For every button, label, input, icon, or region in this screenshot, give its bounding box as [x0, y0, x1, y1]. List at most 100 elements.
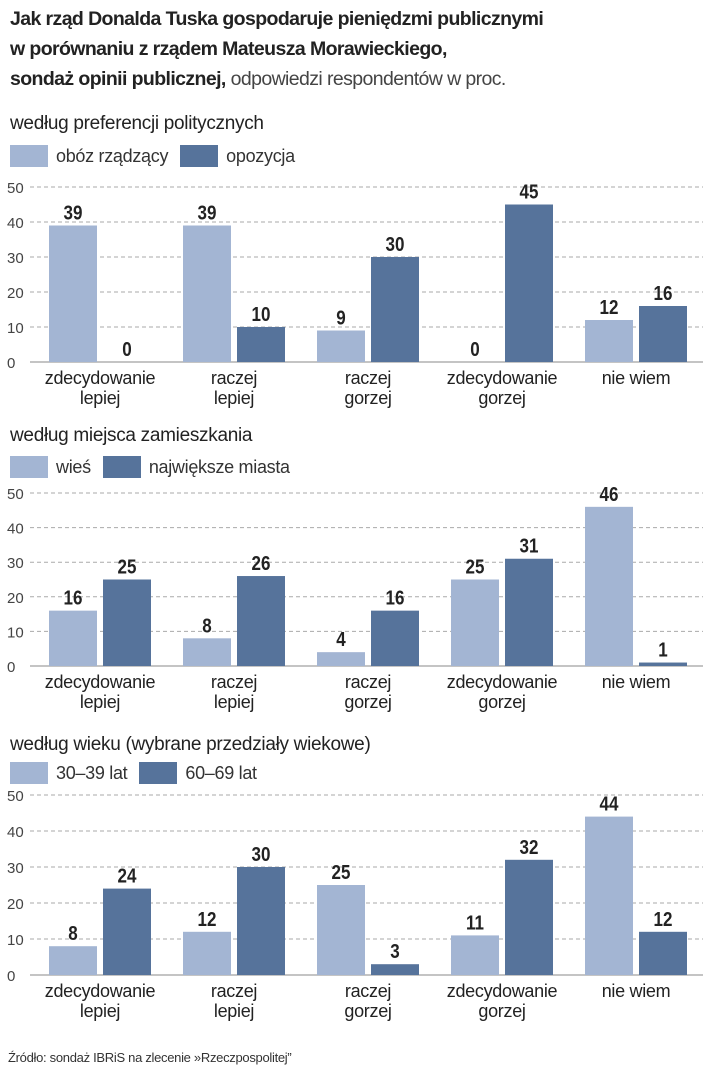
- bar: [585, 506, 633, 666]
- y-tick-label: 0: [7, 659, 15, 676]
- category-label: gorzej: [478, 1001, 525, 1021]
- y-tick-label: 30: [7, 860, 24, 877]
- category-label: gorzej: [478, 692, 525, 712]
- data-label: 25: [118, 555, 137, 578]
- data-label: 25: [332, 861, 351, 884]
- legend-swatch-light: [10, 145, 48, 167]
- y-tick-label: 20: [7, 590, 24, 607]
- category-label: raczej: [345, 368, 391, 388]
- category-label: raczej: [345, 981, 391, 1001]
- bar: [237, 576, 285, 666]
- legend-label: 30–39 lat: [56, 762, 128, 783]
- data-label: 0: [122, 338, 131, 361]
- data-label: 11: [466, 911, 484, 934]
- bar: [49, 225, 97, 362]
- y-tick-label: 50: [7, 486, 24, 503]
- y-tick-label: 20: [7, 896, 24, 913]
- category-label: nie wiem: [602, 368, 671, 388]
- data-label: 1: [658, 638, 667, 661]
- y-tick-label: 10: [7, 932, 24, 949]
- category-label: gorzej: [478, 388, 525, 408]
- legend-swatch-dark: [180, 145, 219, 167]
- source-note: Źródło: sondaż IBRiS na zlecenie »Rzeczp…: [8, 1050, 292, 1065]
- data-label: 16: [386, 586, 405, 609]
- category-label: zdecydowanie: [447, 981, 558, 1001]
- data-label: 8: [68, 922, 77, 945]
- legend-label: opozycja: [226, 145, 295, 166]
- y-tick-label: 50: [7, 788, 24, 805]
- legend-label: wieś: [56, 456, 91, 477]
- category-label: zdecydowanie: [45, 368, 156, 388]
- data-label: 4: [336, 628, 346, 651]
- title-line-2: w porównaniu z rządem Mateusza Morawieck…: [10, 38, 447, 60]
- category-label: gorzej: [344, 388, 391, 408]
- bar: [237, 867, 285, 975]
- data-label: 16: [654, 282, 673, 305]
- legend-swatch-light: [10, 762, 48, 784]
- category-label: raczej: [211, 368, 257, 388]
- y-tick-label: 40: [7, 215, 24, 232]
- section-title-1: według preferencji politycznych: [10, 113, 264, 134]
- y-tick-label: 40: [7, 521, 24, 538]
- category-label: gorzej: [344, 692, 391, 712]
- y-tick-label: 20: [7, 285, 24, 302]
- category-label: zdecydowanie: [45, 981, 156, 1001]
- bar: [639, 931, 687, 975]
- data-label: 46: [600, 483, 619, 506]
- y-tick-label: 0: [7, 355, 15, 372]
- bar: [585, 816, 633, 975]
- bar: [451, 935, 499, 975]
- bar: [639, 662, 687, 666]
- data-label: 26: [252, 552, 271, 575]
- category-label: nie wiem: [602, 672, 671, 692]
- y-tick-label: 10: [7, 624, 24, 641]
- bar: [183, 225, 231, 362]
- y-tick-label: 10: [7, 320, 24, 337]
- bar: [585, 320, 633, 362]
- bar: [505, 204, 553, 362]
- bar: [317, 330, 365, 362]
- data-label: 12: [198, 907, 217, 930]
- bar: [237, 327, 285, 362]
- bar: [371, 964, 419, 975]
- y-tick-label: 30: [7, 555, 24, 572]
- title-line-3-bold: sondaż opinii publicznej,: [10, 68, 226, 90]
- bar: [103, 888, 151, 975]
- bar: [183, 931, 231, 975]
- y-tick-label: 50: [7, 180, 24, 197]
- data-label: 32: [520, 835, 539, 858]
- category-label: raczej: [345, 672, 391, 692]
- y-tick-label: 40: [7, 824, 24, 841]
- bar: [49, 610, 97, 666]
- bar: [183, 638, 231, 666]
- category-label: raczej: [211, 981, 257, 1001]
- data-label: 39: [64, 201, 83, 224]
- bar: [505, 558, 553, 666]
- legend-swatch-dark: [102, 456, 141, 478]
- data-label: 10: [252, 303, 271, 326]
- category-label: zdecydowanie: [447, 368, 558, 388]
- category-label: lepiej: [214, 1001, 254, 1021]
- data-label: 45: [520, 180, 539, 203]
- bar: [371, 610, 419, 666]
- legend-3: 30–39 lat 60–69 lat: [10, 762, 269, 784]
- data-label: 24: [118, 864, 138, 887]
- title-line-1: Jak rząd Donalda Tuska gospodaruje pieni…: [10, 8, 544, 30]
- data-label: 30: [252, 843, 271, 866]
- legend-label: obóz rządzący: [56, 145, 169, 166]
- data-label: 8: [202, 614, 211, 637]
- data-label: 3: [390, 940, 399, 963]
- data-label: 12: [654, 907, 673, 930]
- data-label: 25: [466, 555, 485, 578]
- data-label: 44: [600, 792, 620, 815]
- section-title-2: według miejsca zamieszkania: [10, 425, 253, 446]
- data-label: 16: [64, 586, 83, 609]
- legend-label: 60–69 lat: [185, 762, 257, 783]
- chart-title: Jak rząd Donalda Tuska gospodaruje pieni…: [10, 4, 544, 94]
- data-label: 39: [198, 201, 217, 224]
- data-label: 31: [520, 534, 539, 557]
- category-label: lepiej: [80, 388, 120, 408]
- bar: [371, 257, 419, 362]
- data-label: 12: [600, 296, 619, 319]
- category-label: raczej: [211, 672, 257, 692]
